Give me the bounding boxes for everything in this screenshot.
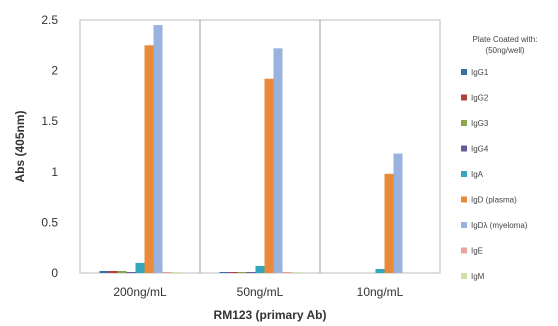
legend-swatch [461,222,467,228]
y-tick-label: 1 [51,165,58,179]
legend-swatch [461,120,467,126]
y-tick-label: 1.5 [41,114,58,128]
plot-area [79,19,441,274]
bar [273,48,283,273]
bar [144,45,154,273]
legend-swatch [461,94,467,101]
legend-label: IgG4 [471,145,489,154]
bar [384,173,394,273]
y-tick-label: 2 [51,64,58,78]
bar [135,262,145,273]
bar [162,271,172,273]
y-axis-ticks: 0 0.5 1 1.5 2 2.5 [41,13,58,280]
legend-label: IgM [471,272,485,281]
legend-label: IgE [471,247,483,256]
legend-swatch [461,247,467,254]
legend: Plate Coated with: (50ng/well) IgG1 IgG2 IgG… [461,35,537,281]
legend-title: Plate Coated with: (50ng/well) [473,35,538,55]
x-tick-label: 10ng/mL [357,285,404,299]
legend-swatch [461,196,467,203]
bar [153,25,163,274]
y-axis-title: Abs (405nm) [13,110,27,182]
bar [246,271,256,273]
y-tick-label: 0.5 [41,215,58,229]
legend-label: IgDλ (myeloma) [471,221,528,230]
legend-label: IgG1 [471,68,489,77]
bar [255,265,265,273]
bar [228,271,238,273]
y-tick-label: 2.5 [41,13,58,27]
legend-label: IgG3 [471,119,489,128]
legend-swatch [461,145,467,152]
legend-label: IgA [471,170,484,179]
bar [291,271,301,273]
legend-swatch [461,171,467,177]
bar [264,78,274,273]
bar [219,271,229,273]
bar [393,153,403,273]
bar [99,270,109,273]
x-tick-label: 200ng/mL [113,285,167,299]
bar [237,271,247,273]
bar [171,271,181,273]
x-axis-categories: 200ng/mL 50ng/mL 10ng/mL [113,285,403,299]
bar [108,270,118,273]
x-tick-label: 50ng/mL [237,285,284,299]
bar [117,270,127,273]
legend-label: IgD (plasma) [471,196,517,205]
legend-label: IgG2 [471,94,489,103]
bar [126,271,136,273]
bar [282,271,292,273]
y-tick-label: 0 [51,266,58,280]
legend-swatch [461,69,467,75]
bar [375,268,385,273]
x-axis-title: RM123 (primary Ab) [214,308,327,322]
legend-swatch [461,273,467,279]
